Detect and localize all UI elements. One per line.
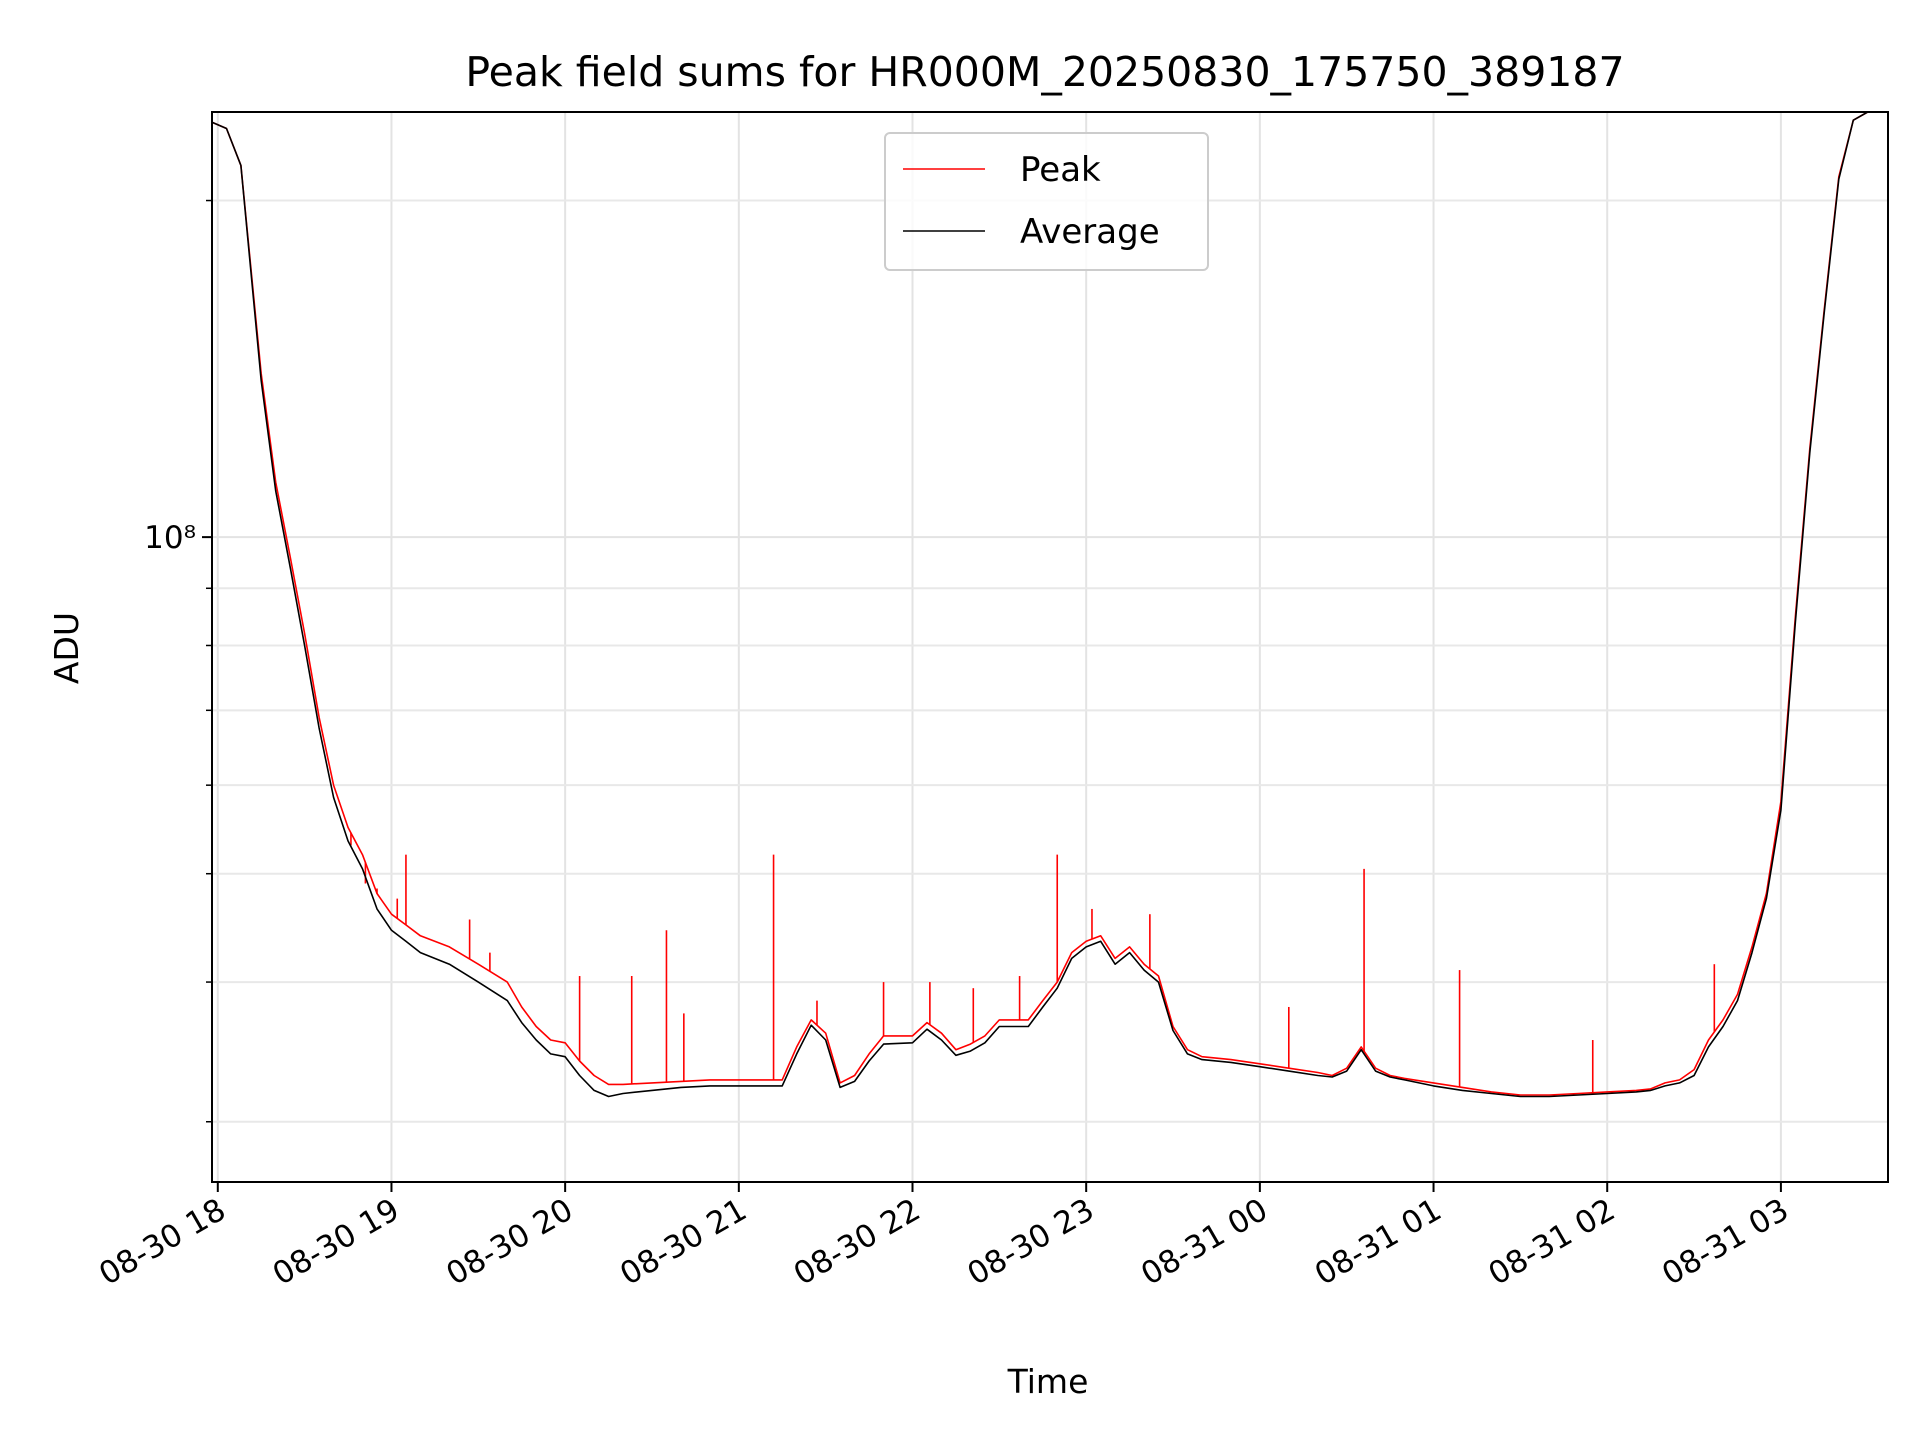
legend-box bbox=[884, 132, 1209, 271]
grid bbox=[212, 112, 1888, 1182]
legend-label-peak: Peak bbox=[1020, 150, 1101, 190]
chart-title: Peak field sums for HR000M_20250830_1757… bbox=[465, 48, 1624, 96]
plot-frame bbox=[211, 111, 1889, 1183]
plot-area bbox=[212, 112, 1888, 1098]
legend: Peak Average bbox=[884, 132, 1209, 271]
series-line-average bbox=[212, 112, 1888, 1098]
x-axis-label: Time bbox=[1007, 1362, 1089, 1401]
y-axis-label: ADU bbox=[47, 612, 86, 684]
legend-label-average: Average bbox=[1020, 212, 1160, 252]
series-line-peak bbox=[212, 112, 1888, 1096]
series-layer bbox=[212, 112, 1888, 1098]
y-tick-label: 10⁸ bbox=[144, 520, 196, 556]
